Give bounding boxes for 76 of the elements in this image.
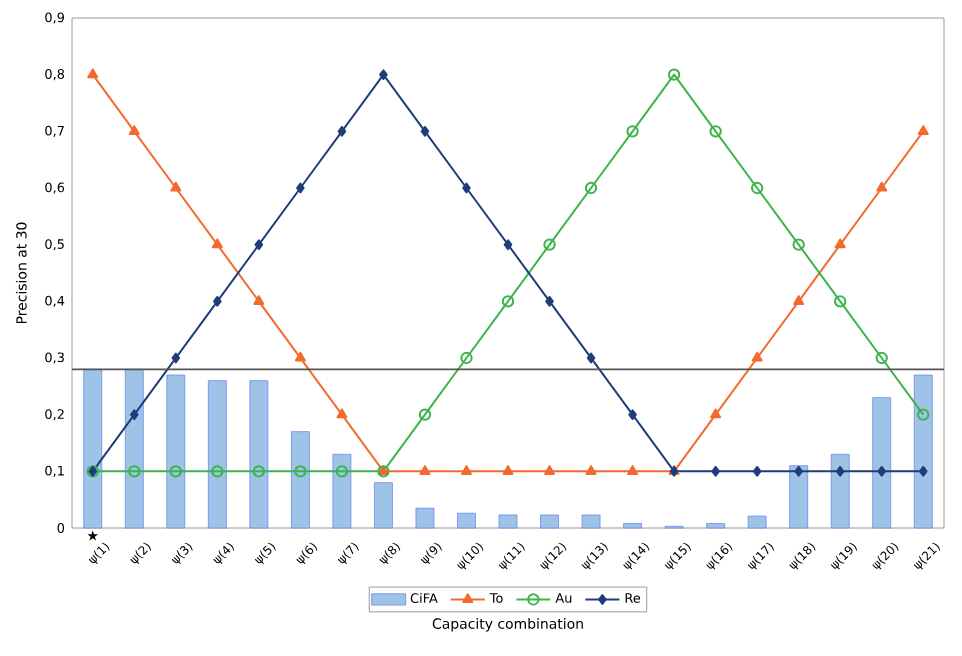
- point: [128, 465, 141, 478]
- bar: [540, 514, 559, 529]
- point: [709, 125, 722, 138]
- point: [460, 465, 472, 475]
- bar: [166, 374, 186, 529]
- point: [87, 68, 99, 79]
- point: [751, 351, 763, 362]
- point: [626, 125, 639, 138]
- point: [628, 409, 637, 421]
- bar: [415, 507, 435, 529]
- bar: [124, 368, 144, 529]
- point: [750, 181, 764, 195]
- point: [918, 465, 928, 477]
- point: [835, 465, 845, 477]
- point: [420, 125, 430, 137]
- point: [792, 238, 805, 251]
- bar: [207, 380, 227, 529]
- point: [171, 352, 181, 364]
- point: [585, 465, 597, 475]
- point: [917, 125, 929, 135]
- point: [460, 351, 473, 365]
- bar: [498, 514, 518, 529]
- point: [875, 351, 888, 365]
- point: [584, 181, 598, 195]
- bar: [374, 482, 393, 529]
- point: [379, 69, 388, 81]
- point: [211, 465, 224, 478]
- bar: [249, 380, 269, 529]
- point: [294, 351, 306, 362]
- bar: [290, 431, 310, 529]
- point: [877, 465, 887, 477]
- point: [794, 465, 803, 477]
- bar: [830, 453, 850, 529]
- point: [545, 295, 554, 307]
- bar: [332, 453, 352, 529]
- bar: [706, 523, 726, 529]
- point: [834, 295, 847, 308]
- point: [834, 238, 846, 249]
- point: [667, 68, 681, 81]
- point: [335, 465, 349, 478]
- point: [710, 408, 722, 419]
- point: [252, 465, 266, 478]
- point: [337, 125, 347, 137]
- bar: [913, 374, 933, 529]
- point: [501, 295, 515, 308]
- point: [586, 352, 596, 364]
- point: [296, 182, 305, 194]
- point: [419, 465, 431, 475]
- bar: [581, 514, 601, 529]
- point: [253, 295, 265, 305]
- point: [169, 465, 182, 478]
- point: [336, 408, 348, 419]
- point: [876, 181, 888, 192]
- point: [213, 295, 222, 307]
- bar: [457, 512, 476, 529]
- point: [503, 239, 513, 251]
- bar: [872, 397, 892, 529]
- point: [502, 465, 514, 475]
- point: [543, 238, 556, 251]
- point: [627, 465, 639, 475]
- point: [418, 408, 432, 421]
- point: [793, 295, 805, 305]
- point: [170, 181, 182, 192]
- bar: [623, 523, 642, 529]
- bar: [789, 465, 809, 529]
- point: [711, 465, 720, 477]
- point: [128, 125, 140, 135]
- point: [294, 465, 307, 478]
- point: [544, 465, 556, 475]
- point: [462, 182, 471, 194]
- bar: [83, 368, 103, 529]
- point: [254, 239, 264, 251]
- point: [752, 465, 762, 477]
- bar: [747, 515, 767, 529]
- point: [211, 238, 223, 249]
- point: [130, 409, 139, 421]
